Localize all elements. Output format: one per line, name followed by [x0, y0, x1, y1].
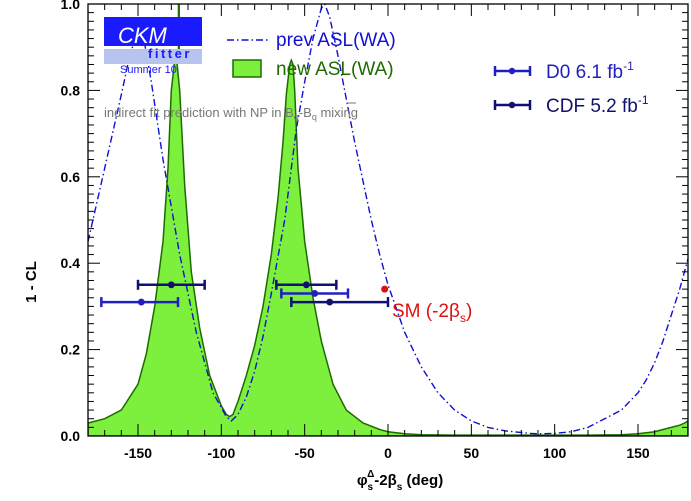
x-axis-title: φsΔ-2βs (deg)	[357, 469, 443, 493]
x-axis-title-sub2: s	[397, 482, 403, 493]
x-axis-title-unit: (deg)	[402, 472, 443, 489]
logo-ckm-text: CKM	[118, 23, 168, 48]
y-tick-label: 0.4	[61, 255, 81, 271]
x-tick-label: 0	[384, 445, 392, 461]
sm-label-sub: s	[460, 311, 466, 325]
annotation-text: indirect fit prediction with NP in Bq-Bq…	[104, 105, 358, 122]
x-tick-label: -150	[124, 445, 152, 461]
sm-point	[381, 285, 389, 293]
cdf-errorbar-1-marker	[302, 281, 310, 289]
x-tick-label: 150	[626, 445, 650, 461]
x-tick-label: 50	[464, 445, 480, 461]
annotation-mid: -B	[299, 105, 312, 120]
y-tick-label: 0.2	[61, 342, 81, 358]
annotation-mixing: mixing	[317, 105, 358, 120]
y-axis-title: 1 - CL	[23, 261, 40, 303]
new-aslwa-area	[88, 55, 688, 436]
legend-cdf: CDF 5.2 fb-1	[493, 93, 649, 117]
x-tick-label: 100	[543, 445, 567, 461]
cdf-errorbar-0-marker	[167, 281, 175, 289]
legend-new-swatch	[232, 59, 262, 78]
y-tick-label: 0.6	[61, 169, 81, 185]
legend-cdf-sup: -1	[638, 93, 649, 107]
annotation-main: indirect fit prediction with NP in B	[104, 105, 294, 120]
logo-top-box	[104, 17, 202, 46]
legend-cdf-name: CDF 5.2 fb	[546, 96, 638, 117]
legend-cdf-label: CDF 5.2 fb-1	[546, 93, 649, 117]
y-tick-label: 0.0	[61, 428, 81, 444]
x-axis-title-phi: φ	[357, 472, 368, 489]
legend-new-label: new ASL(WA)	[276, 59, 394, 80]
legend-d0-sup: -1	[623, 59, 634, 73]
legend-prev-label: prev ASL(WA)	[276, 30, 396, 51]
ckmfitter-logo: CKM fitter Summer 10	[104, 17, 202, 76]
y-tick-label: 0.8	[61, 82, 81, 98]
sm-label-main: SM (-2β	[392, 301, 460, 322]
legend-d0-name: D0 6.1 fb	[546, 62, 623, 83]
prev-aslwa-line	[88, 4, 688, 435]
logo-summer-text: Summer 10	[120, 64, 177, 76]
x-axis-title-sub1: s	[368, 482, 374, 493]
tick-layer: -150 -100 -50 0 50 100 150 0.0 0.2 0.4 0.6 0.8 1.0	[61, 0, 689, 461]
legend-cdf-marker	[508, 101, 516, 109]
cdf-errorbar-2-marker	[326, 298, 334, 306]
legend-d0-label: D0 6.1 fb-1	[546, 59, 634, 83]
x-axis-title-sup: Δ	[367, 469, 374, 480]
d0-errorbar-1-marker	[311, 290, 319, 297]
legend-d0: D0 6.1 fb-1	[493, 59, 634, 83]
legend: prev ASL(WA) new ASL(WA) D0 6.1 fb-1 CDF…	[227, 30, 649, 117]
errorbar-layer	[100, 279, 390, 308]
logo-fitter-text: fitter	[148, 46, 192, 61]
annotation-sub2: q	[312, 112, 317, 122]
x-tick-label: -50	[295, 445, 315, 461]
y-tick-label: 1.0	[61, 0, 81, 12]
d0-errorbar-0-marker	[137, 298, 145, 306]
sm-label: SM (-2βs)	[392, 301, 472, 325]
legend-d0-marker	[508, 67, 516, 75]
x-axis-title-mid: -2β	[374, 472, 397, 489]
logo-bottom-box	[104, 49, 202, 64]
annotation-sub1: q	[294, 112, 299, 122]
sm-label-close: )	[466, 301, 472, 322]
x-tick-label: -100	[207, 445, 235, 461]
